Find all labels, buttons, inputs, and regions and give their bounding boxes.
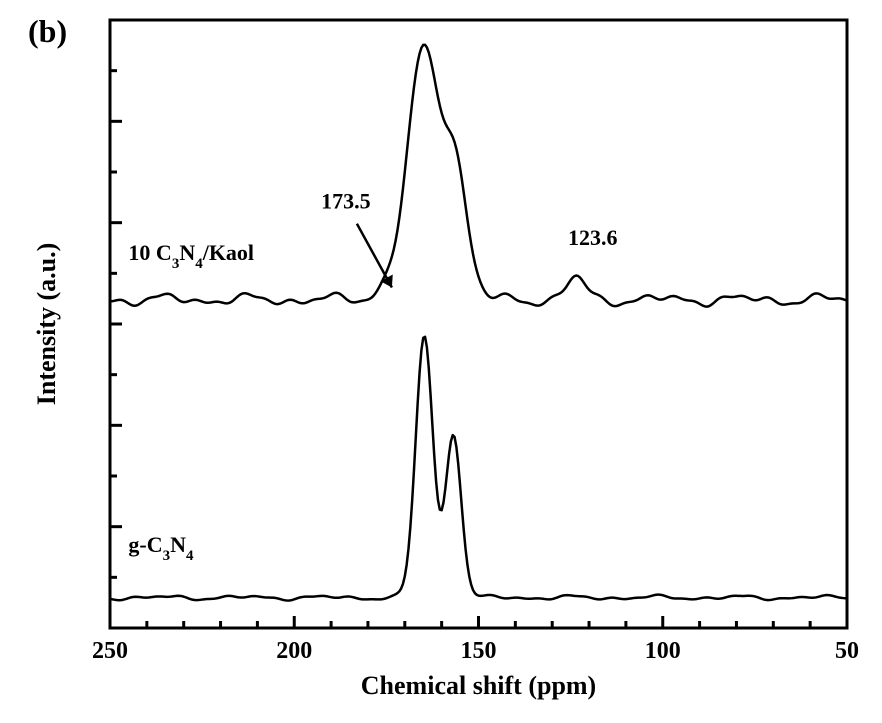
x-tick-label: 100 (645, 638, 681, 664)
x-axis-label: Chemical shift (ppm) (361, 671, 596, 700)
nmr-chart-svg: 250 200 150 100 50 Chemical shift (ppm) Intens… (0, 0, 882, 723)
x-tick-label: 50 (835, 638, 859, 664)
nmr-chart-panel: 250 200 150 100 50 Chemical shift (ppm) Intens… (0, 0, 882, 723)
y-axis-label: Intensity (a.u.) (32, 243, 61, 406)
panel-label: (b) (28, 13, 67, 49)
peak-label-173-5: 173.5 (321, 188, 371, 213)
x-tick-label: 250 (92, 638, 128, 664)
peak-label-123-6: 123.6 (568, 225, 618, 250)
x-tick-label: 150 (461, 638, 497, 664)
x-tick-label: 200 (276, 638, 312, 664)
